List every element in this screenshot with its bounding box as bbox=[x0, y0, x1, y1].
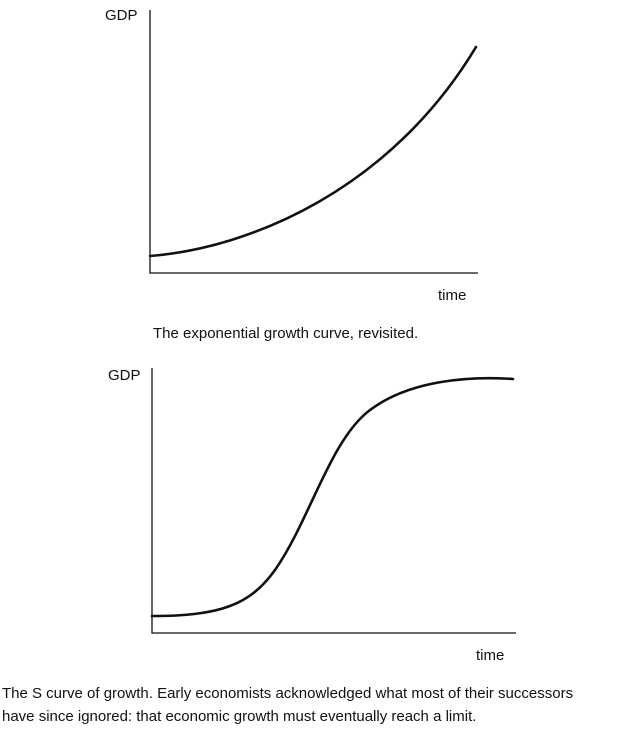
caption-line: The S curve of growth. Early economists … bbox=[2, 685, 573, 702]
x-axis-label: time bbox=[476, 647, 504, 664]
axes bbox=[151, 368, 516, 634]
y-axis-label: GDP bbox=[105, 7, 138, 24]
s-curve-diagram: GDP time The S curve of growth. Early ec… bbox=[2, 367, 573, 725]
exponential-curve bbox=[148, 45, 478, 258]
caption: The exponential growth curve, revisited. bbox=[153, 325, 418, 342]
exponential-diagram: GDP time The exponential growth curve, r… bbox=[105, 7, 478, 342]
axes bbox=[149, 10, 478, 274]
caption-line: have since ignored: that economic growth… bbox=[2, 708, 476, 725]
s-curve bbox=[150, 376, 515, 618]
x-axis-label: time bbox=[438, 287, 466, 304]
y-axis-label: GDP bbox=[108, 367, 141, 384]
